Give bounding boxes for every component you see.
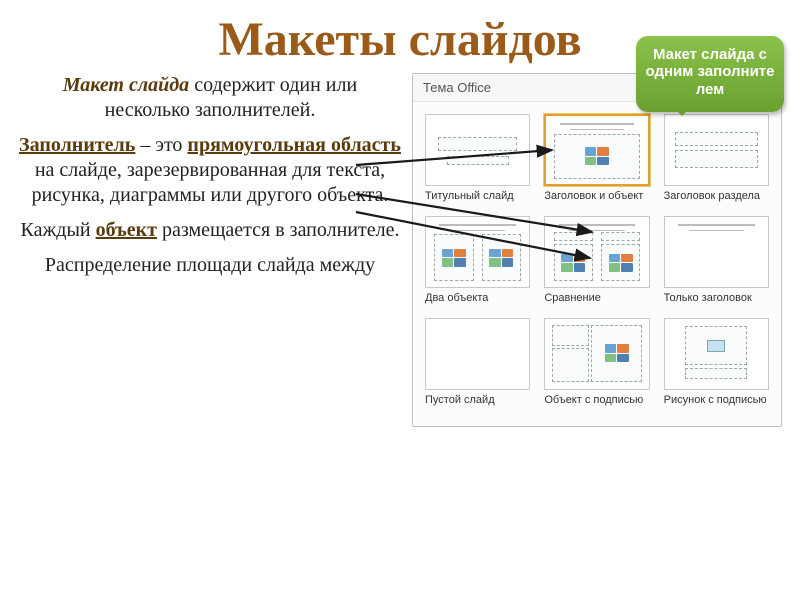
- layout-content-caption[interactable]: Объект с подписью: [544, 318, 649, 406]
- layout-caption: Два объекта: [425, 292, 530, 304]
- layout-caption: Сравнение: [544, 292, 649, 304]
- layout-section-header[interactable]: Заголовок раздела: [664, 114, 769, 202]
- keyword-layout: Макет слайда: [63, 74, 189, 96]
- layout-caption: Заголовок и объект: [544, 190, 649, 202]
- explanation-text: Макет слайда содержит один или несколько…: [18, 73, 402, 427]
- layout-blank[interactable]: Пустой слайд: [425, 318, 530, 406]
- keyword-object: объект: [96, 219, 157, 241]
- layout-caption: Титульный слайд: [425, 190, 530, 202]
- layout-title-slide[interactable]: Титульный слайд: [425, 114, 530, 202]
- layout-picture-caption[interactable]: Рисунок с подписью: [664, 318, 769, 406]
- layouts-panel: Тема Office Титульный слайдЗаголовок и о…: [412, 73, 782, 427]
- layout-title-only[interactable]: Только заголовок: [664, 216, 769, 304]
- layout-caption: Заголовок раздела: [664, 190, 769, 202]
- layout-comparison[interactable]: Сравнение: [544, 216, 649, 304]
- layout-two-content[interactable]: Два объекта: [425, 216, 530, 304]
- layout-title-content[interactable]: Заголовок и объект: [544, 114, 649, 202]
- layout-caption: Пустой слайд: [425, 394, 530, 406]
- keyword-placeholder: Заполнитель: [19, 134, 135, 156]
- callout-bubble: Макет слайда с одним заполните лем: [636, 36, 784, 112]
- keyword-rect-area: прямоугольная область: [187, 134, 401, 156]
- layout-caption: Только заголовок: [664, 292, 769, 304]
- layout-caption: Рисунок с подписью: [664, 394, 769, 406]
- layout-caption: Объект с подписью: [544, 394, 649, 406]
